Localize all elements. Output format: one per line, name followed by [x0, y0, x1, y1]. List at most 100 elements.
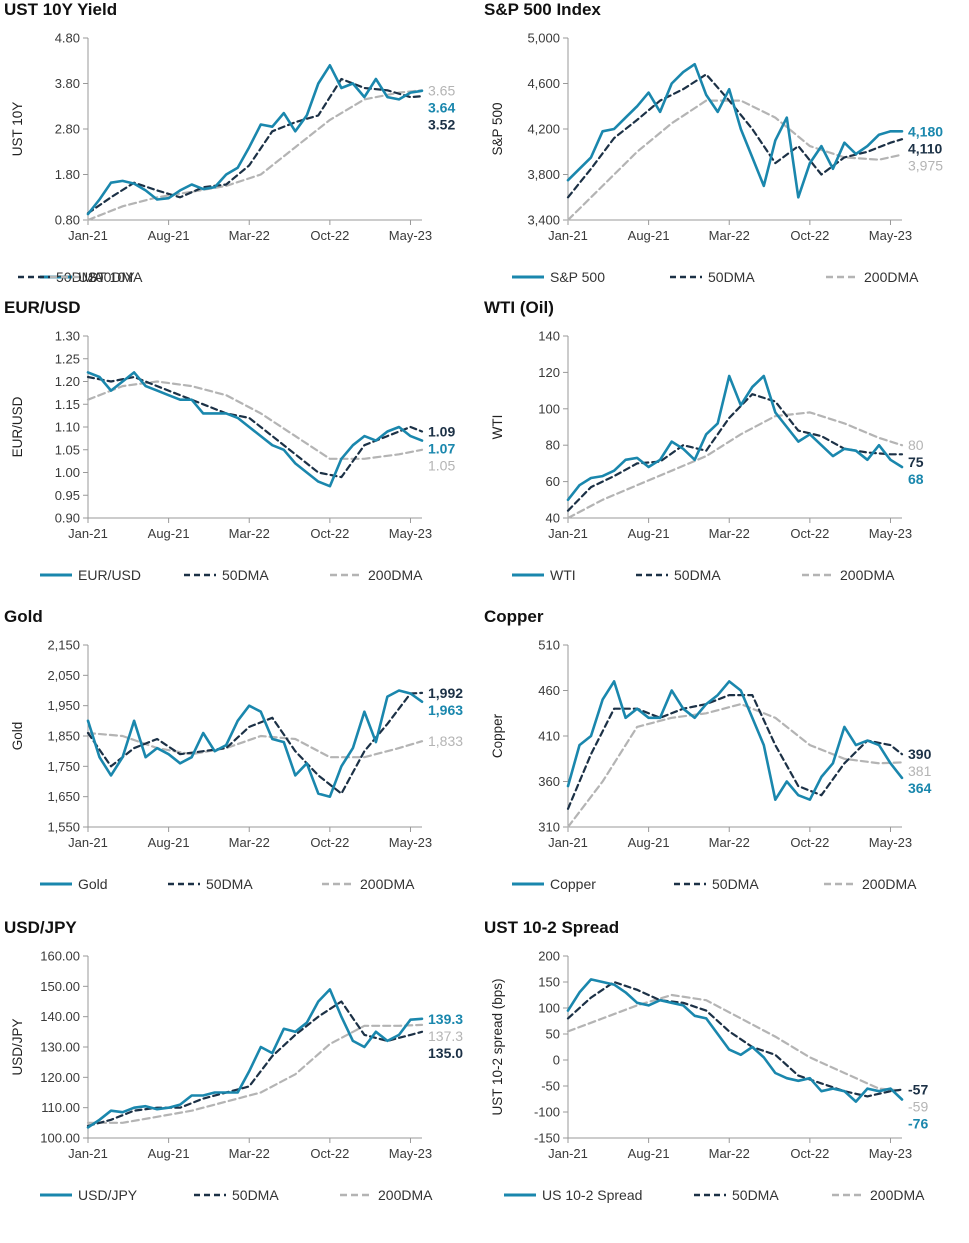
x-tick-label: Oct-22	[790, 228, 829, 243]
y-tick-label: 1.15	[55, 397, 80, 412]
legend-label-200dma: 200DMA	[864, 269, 919, 285]
y-tick-label: 1.05	[55, 442, 80, 457]
series-line-us-10-2-spread	[566, 978, 904, 1103]
end-label-s-p-500: 4,180	[908, 123, 943, 139]
end-label-200dma: -59	[908, 1099, 928, 1115]
chart-svg: 3,400 3,800 4,200 4,600 5,000 Jan-21 Aug-21 Mar…	[490, 31, 943, 286]
end-label-50dma: 135.0	[428, 1045, 463, 1061]
legend-label-50dma: 50DMA	[222, 567, 269, 583]
series-line-50dma	[86, 375, 424, 479]
x-tick-label: Oct-22	[310, 1146, 349, 1161]
chart-panel-gold: Gold 1,550 1,650 1,750 1,850 1,950 2,050 2,150…	[4, 607, 484, 905]
x-tick-label: Aug-21	[148, 526, 190, 541]
y-tick-label: 50	[546, 1027, 560, 1042]
y-tick-label: 80	[546, 438, 560, 453]
y-tick-label: 1.20	[55, 374, 80, 389]
y-tick-label: 100.00	[40, 1131, 80, 1146]
end-label-50dma: 1,992	[428, 685, 463, 701]
x-tick-label: Aug-21	[628, 228, 670, 243]
y-tick-label: -100	[534, 1105, 560, 1120]
y-tick-label: 110.00	[41, 1100, 80, 1115]
legend-label-200dma: 200DMA	[378, 1187, 433, 1203]
series-line-50dma	[566, 694, 904, 810]
x-tick-label: Oct-22	[310, 835, 349, 850]
series-line-copper	[566, 680, 904, 801]
series-line-s-p-500	[566, 62, 904, 199]
end-label-200dma: 3,975	[908, 157, 943, 173]
y-tick-label: 3,400	[527, 213, 560, 228]
end-label-50dma: 390	[908, 746, 932, 762]
y-tick-label: 100	[538, 401, 560, 416]
x-tick-label: Oct-22	[310, 526, 349, 541]
y-tick-label: 2.80	[55, 122, 80, 137]
y-tick-label: 140.00	[40, 1009, 80, 1024]
x-tick-label: Jan-21	[548, 228, 588, 243]
y-tick-label: 0	[553, 1053, 560, 1068]
y-tick-label: 60	[546, 474, 560, 489]
legend-label-50dma: 50DMA	[712, 876, 759, 892]
series-line-eur-usd	[86, 371, 424, 488]
series-line-200dma	[86, 380, 424, 460]
y-tick-label: 150.00	[40, 979, 80, 994]
x-tick-label: Aug-21	[628, 835, 670, 850]
y-tick-label: 3.80	[55, 76, 80, 91]
end-label-50dma: -57	[908, 1082, 928, 1098]
series-line-gold	[86, 689, 424, 798]
chart-svg: 0.90 0.95 1.00 1.05 1.10 1.15 1.20 1.25 1.30 Jan-…	[10, 329, 455, 584]
chart-panel-eurusd: EUR/USD 0.90 0.95 1.00 1.05 1.10 1.15 1.20 1.25…	[4, 298, 484, 596]
chart-panel-wti: WTI (Oil) 40 60 80 100 120 140 Jan-21 Aug-21 Mar…	[484, 298, 964, 596]
x-tick-label: May-23	[389, 1146, 432, 1161]
chart-title: WTI (Oil)	[484, 298, 554, 317]
series-line-usd-jpy	[86, 988, 424, 1129]
y-tick-label: 100	[538, 1001, 560, 1016]
series-line-200dma	[86, 1023, 424, 1124]
chart-panel-copper: Copper 310 360 410 460 510 Jan-21 Aug-21 Mar-22…	[484, 607, 964, 905]
legend-label-ust-10y: UST 10Y	[78, 269, 135, 285]
x-tick-label: Oct-22	[310, 228, 349, 243]
y-tick-label: 40	[546, 511, 560, 526]
legend-label-200dma: 200DMA	[88, 269, 143, 285]
y-axis-title: S&P 500	[490, 102, 505, 155]
chart-panel-sp500: S&P 500 Index 3,400 3,800 4,200 4,600 5,000 J…	[484, 0, 964, 298]
x-tick-label: Jan-21	[548, 1146, 588, 1161]
y-tick-label: 150	[538, 975, 560, 990]
x-tick-label: Jan-21	[68, 835, 108, 850]
x-tick-label: Mar-22	[229, 835, 270, 850]
y-tick-label: 1,650	[47, 789, 80, 804]
chart-svg: 0.80 1.80 2.80 3.80 4.80 Jan-21 Aug-21 Mar-22 Oc…	[10, 31, 455, 286]
y-tick-label: 4.80	[55, 31, 80, 46]
series-line-50dma	[566, 73, 904, 199]
y-axis-title: USD/JPY	[10, 1018, 25, 1075]
series-line-50dma	[566, 980, 904, 1098]
chart-title: Copper	[484, 607, 544, 626]
y-tick-label: 4,200	[527, 122, 560, 137]
series-line-wti	[566, 374, 904, 502]
y-tick-label: 5,000	[527, 31, 560, 46]
end-label-gold: 1,963	[428, 702, 463, 718]
legend-label-wti: WTI	[550, 567, 576, 583]
legend-label-copper: Copper	[550, 876, 596, 892]
end-label-200dma: 3.65	[428, 82, 455, 98]
chart-panel-ust-10y: UST 10Y Yield 0.80 1.80 2.80 3.80 4.80 Jan-21…	[4, 0, 484, 298]
legend-label-200dma: 200DMA	[368, 567, 423, 583]
end-label-us-10-2-spread: -76	[908, 1116, 928, 1132]
y-tick-label: 1.30	[55, 329, 80, 344]
x-tick-label: May-23	[389, 835, 432, 850]
end-label-ust-10y: 3.64	[428, 99, 455, 115]
y-axis-title: EUR/USD	[10, 396, 25, 457]
chart-title: EUR/USD	[4, 298, 81, 317]
x-tick-label: Mar-22	[709, 1146, 750, 1161]
x-tick-label: Mar-22	[229, 526, 270, 541]
x-tick-label: May-23	[869, 1146, 912, 1161]
end-label-200dma: 381	[908, 763, 932, 779]
end-label-50dma: 4,110	[908, 140, 942, 156]
legend-label-50dma: 50DMA	[56, 269, 103, 285]
y-tick-label: 200	[538, 949, 560, 964]
y-tick-label: 360	[538, 774, 560, 789]
y-tick-label: 510	[538, 638, 560, 653]
legend-label-200dma: 200DMA	[870, 1187, 925, 1203]
y-tick-label: 1.00	[55, 465, 80, 480]
legend-label-usd-jpy: USD/JPY	[78, 1187, 138, 1203]
chart-title: Gold	[4, 607, 43, 626]
